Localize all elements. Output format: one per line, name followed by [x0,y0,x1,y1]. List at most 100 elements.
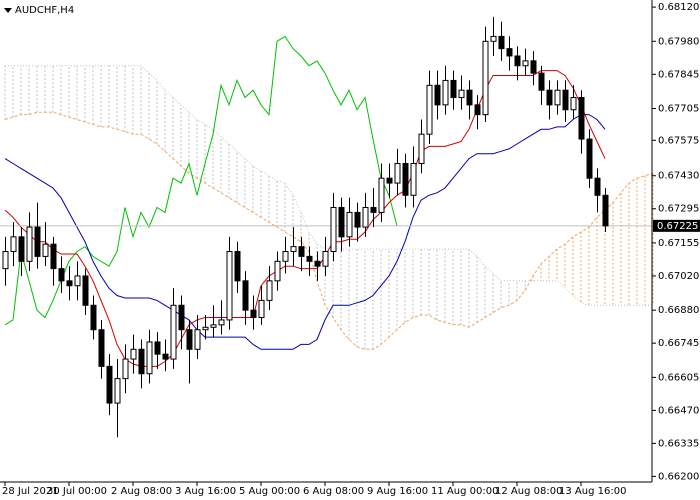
candle-body [530,60,537,74]
candle-body [386,177,393,184]
candle-body [58,268,65,282]
candle-body [378,177,385,213]
y-tick-label: 0.66470 [658,405,699,416]
candle-body [346,211,353,238]
candle-body [434,84,441,106]
last-price-label: 0.67225 [657,221,698,232]
x-tick-label: 3 Aug 16:00 [175,486,236,497]
y-tick-label: 0.66745 [658,338,699,349]
x-tick-label: 6 Aug 08:00 [303,486,364,497]
candle-body [482,40,489,116]
cloud [4,65,654,350]
candle-body [450,79,457,99]
y-tick-label: 0.66200 [658,471,699,482]
candle-body [282,251,289,262]
x-tick-label: 11 Aug 00:00 [431,486,498,497]
candle-body [394,163,401,184]
candle-body [74,275,81,287]
y-tick-label: 0.66880 [658,305,699,316]
candle-body [122,358,129,380]
candle-body [154,341,161,355]
x-tick-label: 28 Jul 2021 [2,486,59,497]
indicator-lines [0,35,654,367]
y-tick-label: 0.67020 [658,271,699,282]
candle-body [490,35,497,42]
kijun-sen [4,114,606,350]
y-tick-label: 0.67980 [658,36,699,47]
menu-triangle [4,8,12,13]
candle-body [66,280,73,287]
candle-body [82,275,89,306]
candle-body [90,304,97,331]
candle-body [314,260,321,267]
last-price-box [653,219,700,232]
candle-body [298,246,305,257]
candle-body [194,329,201,350]
symbol-title: AUDCHF,H4 [15,5,74,16]
candle-body [562,89,569,111]
candle-body [226,251,233,321]
candle-body [98,329,105,367]
candle-body [354,211,361,228]
candle-body [2,251,9,270]
candle-body [250,309,257,319]
y-tick-label: 0.67295 [658,204,699,215]
candle-body [50,243,57,270]
x-tick-label: 13 Aug 16:00 [559,486,626,497]
candle-body [594,177,601,196]
candle-body [42,243,49,257]
candle-body [290,246,297,253]
tenkan-sen [4,70,606,367]
candle-body [10,236,17,253]
y-tick-label: 0.67155 [658,238,699,249]
candle-body [218,319,225,326]
candle-body [362,207,369,228]
candle-body [202,326,209,331]
candle-body [474,104,481,116]
candle-body [498,35,505,50]
candles [2,16,609,438]
candle-body [466,89,473,106]
candle-body [186,329,193,350]
candle-body [410,163,417,196]
candle-body [162,353,169,360]
y-tick-label: 0.67430 [658,171,699,182]
candle-body [274,260,281,282]
x-tick-label: 2 Aug 08:00 [111,486,172,497]
candle-body [546,89,553,106]
candle-body [586,138,593,179]
candle-body [370,207,377,213]
y-tick-label: 0.66605 [658,372,699,383]
candle-body [538,72,545,91]
x-tick-label: 30 Jul 00:00 [47,486,107,497]
candle-body [106,365,113,404]
candle-body [514,55,521,67]
candle-body [442,79,449,106]
candle-body [338,207,345,238]
y-tick-label: 0.68120 [658,2,699,13]
x-tick-label: 9 Aug 16:00 [367,486,428,497]
candle-body [114,378,121,404]
candle-body [258,299,265,319]
x-tick-label: 5 Aug 00:00 [239,486,300,497]
candle-body [234,251,241,282]
candle-body [18,236,25,262]
candle-body [170,304,177,360]
candle-body [522,60,529,67]
candle-body [554,89,561,106]
senkou-span-a [4,111,654,350]
candle-body [34,226,41,257]
candle-body [306,255,313,262]
candle-body [178,304,185,331]
candle-body [138,348,145,375]
chikou-span [4,35,398,326]
candle-body [570,97,577,111]
y-tick-label: 0.66335 [658,438,699,449]
candle-body [426,84,433,135]
candle-body [210,324,217,328]
y-tick-label: 0.67845 [658,69,699,80]
candle-body [242,280,249,311]
candle-body [602,194,609,227]
